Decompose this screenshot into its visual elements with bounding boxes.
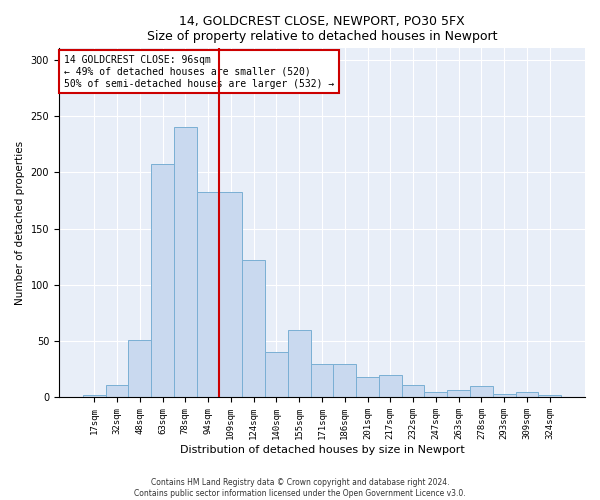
Bar bbox=[242, 260, 265, 398]
Bar bbox=[197, 192, 220, 398]
Text: Contains HM Land Registry data © Crown copyright and database right 2024.
Contai: Contains HM Land Registry data © Crown c… bbox=[134, 478, 466, 498]
Title: 14, GOLDCREST CLOSE, NEWPORT, PO30 5FX
Size of property relative to detached hou: 14, GOLDCREST CLOSE, NEWPORT, PO30 5FX S… bbox=[147, 15, 497, 43]
Bar bbox=[334, 364, 356, 398]
Bar bbox=[401, 385, 424, 398]
Bar bbox=[311, 364, 334, 398]
Bar bbox=[151, 164, 174, 398]
Bar bbox=[515, 392, 538, 398]
Bar bbox=[424, 392, 447, 398]
Y-axis label: Number of detached properties: Number of detached properties bbox=[15, 141, 25, 305]
Bar bbox=[493, 394, 515, 398]
Bar bbox=[106, 385, 128, 398]
Bar bbox=[220, 192, 242, 398]
Bar bbox=[470, 386, 493, 398]
Bar bbox=[83, 395, 106, 398]
Bar bbox=[288, 330, 311, 398]
X-axis label: Distribution of detached houses by size in Newport: Distribution of detached houses by size … bbox=[179, 445, 464, 455]
Bar bbox=[538, 395, 561, 398]
Bar bbox=[447, 390, 470, 398]
Bar bbox=[379, 375, 401, 398]
Bar bbox=[128, 340, 151, 398]
Bar bbox=[174, 127, 197, 398]
Text: 14 GOLDCREST CLOSE: 96sqm
← 49% of detached houses are smaller (520)
50% of semi: 14 GOLDCREST CLOSE: 96sqm ← 49% of detac… bbox=[64, 56, 334, 88]
Bar bbox=[265, 352, 288, 398]
Bar bbox=[356, 377, 379, 398]
